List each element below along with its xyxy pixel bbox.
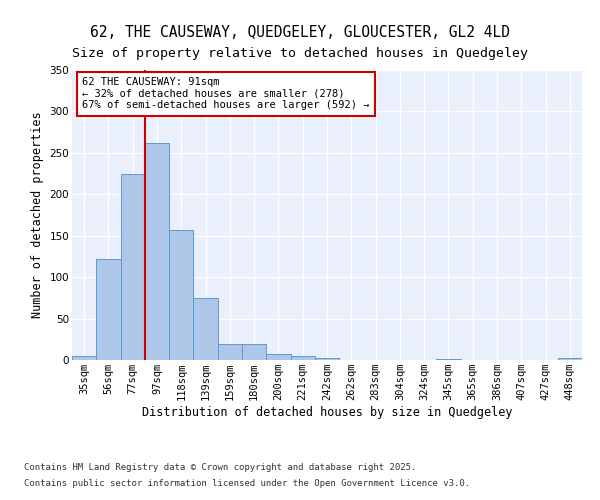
Bar bbox=[121, 174, 145, 360]
Y-axis label: Number of detached properties: Number of detached properties bbox=[31, 112, 44, 318]
Bar bbox=[266, 354, 290, 360]
Bar bbox=[315, 358, 339, 360]
Text: Contains HM Land Registry data © Crown copyright and database right 2025.: Contains HM Land Registry data © Crown c… bbox=[24, 464, 416, 472]
Bar bbox=[242, 344, 266, 360]
Bar bbox=[558, 358, 582, 360]
Bar bbox=[290, 356, 315, 360]
Text: Size of property relative to detached houses in Quedgeley: Size of property relative to detached ho… bbox=[72, 48, 528, 60]
X-axis label: Distribution of detached houses by size in Quedgeley: Distribution of detached houses by size … bbox=[142, 406, 512, 419]
Bar bbox=[72, 356, 96, 360]
Bar bbox=[145, 143, 169, 360]
Bar bbox=[218, 344, 242, 360]
Bar bbox=[193, 298, 218, 360]
Text: 62, THE CAUSEWAY, QUEDGELEY, GLOUCESTER, GL2 4LD: 62, THE CAUSEWAY, QUEDGELEY, GLOUCESTER,… bbox=[90, 25, 510, 40]
Text: 62 THE CAUSEWAY: 91sqm
← 32% of detached houses are smaller (278)
67% of semi-de: 62 THE CAUSEWAY: 91sqm ← 32% of detached… bbox=[82, 77, 370, 110]
Bar bbox=[169, 230, 193, 360]
Bar bbox=[436, 359, 461, 360]
Text: Contains public sector information licensed under the Open Government Licence v3: Contains public sector information licen… bbox=[24, 478, 470, 488]
Bar bbox=[96, 259, 121, 360]
